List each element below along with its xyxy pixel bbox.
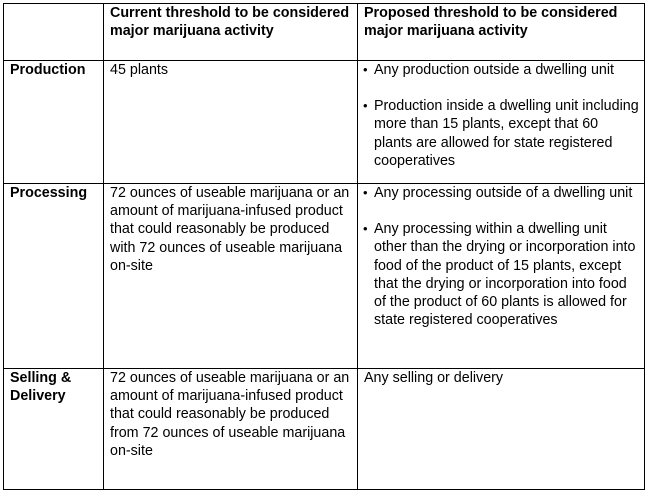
list-item: • Any processing within a dwelling unit … xyxy=(363,220,640,329)
header-corner-cell xyxy=(3,3,104,61)
table-header-row: Current threshold to be considered major… xyxy=(3,3,645,61)
current-threshold-production: 45 plants xyxy=(103,60,358,184)
current-threshold-processing: 72 ounces of useable marijuana or an amo… xyxy=(103,183,358,369)
threshold-comparison-table: Current threshold to be considered major… xyxy=(3,3,645,490)
table-row-production: Production 45 plants • Any production ou… xyxy=(3,60,645,184)
current-threshold-selling-delivery: 72 ounces of useable marijuana or an amo… xyxy=(103,368,358,490)
table-row-processing: Processing 72 ounces of useable marijuan… xyxy=(3,183,645,369)
table-row-selling-delivery: Selling & Delivery 72 ounces of useable … xyxy=(3,368,645,490)
proposed-threshold-selling-delivery: Any selling or delivery xyxy=(357,368,645,490)
proposed-threshold-processing: • Any processing outside of a dwelling u… xyxy=(357,183,645,369)
list-item-text: Any production outside a dwelling unit xyxy=(374,62,615,78)
list-item-text: Production inside a dwelling unit includ… xyxy=(374,98,639,169)
list-item-text: Any processing within a dwelling unit ot… xyxy=(374,221,636,329)
bullet-icon: • xyxy=(363,185,368,200)
proposed-processing-list: • Any processing outside of a dwelling u… xyxy=(363,184,640,329)
row-label-selling-delivery: Selling & Delivery xyxy=(3,368,104,490)
proposed-threshold-production: • Any production outside a dwelling unit… xyxy=(357,60,645,184)
header-current-threshold: Current threshold to be considered major… xyxy=(103,3,358,61)
bullet-icon: • xyxy=(363,221,368,237)
list-item: • Production inside a dwelling unit incl… xyxy=(363,97,640,170)
list-item-text: Any processing outside of a dwelling uni… xyxy=(374,185,633,201)
header-proposed-threshold: Proposed threshold to be considered majo… xyxy=(357,3,645,61)
bullet-icon: • xyxy=(363,62,368,77)
bullet-icon: • xyxy=(363,98,368,114)
list-item: • Any processing outside of a dwelling u… xyxy=(363,184,640,202)
list-item: • Any production outside a dwelling unit xyxy=(363,61,640,79)
row-label-processing: Processing xyxy=(3,183,104,369)
row-label-production: Production xyxy=(3,60,104,184)
proposed-production-list: • Any production outside a dwelling unit… xyxy=(363,61,640,170)
